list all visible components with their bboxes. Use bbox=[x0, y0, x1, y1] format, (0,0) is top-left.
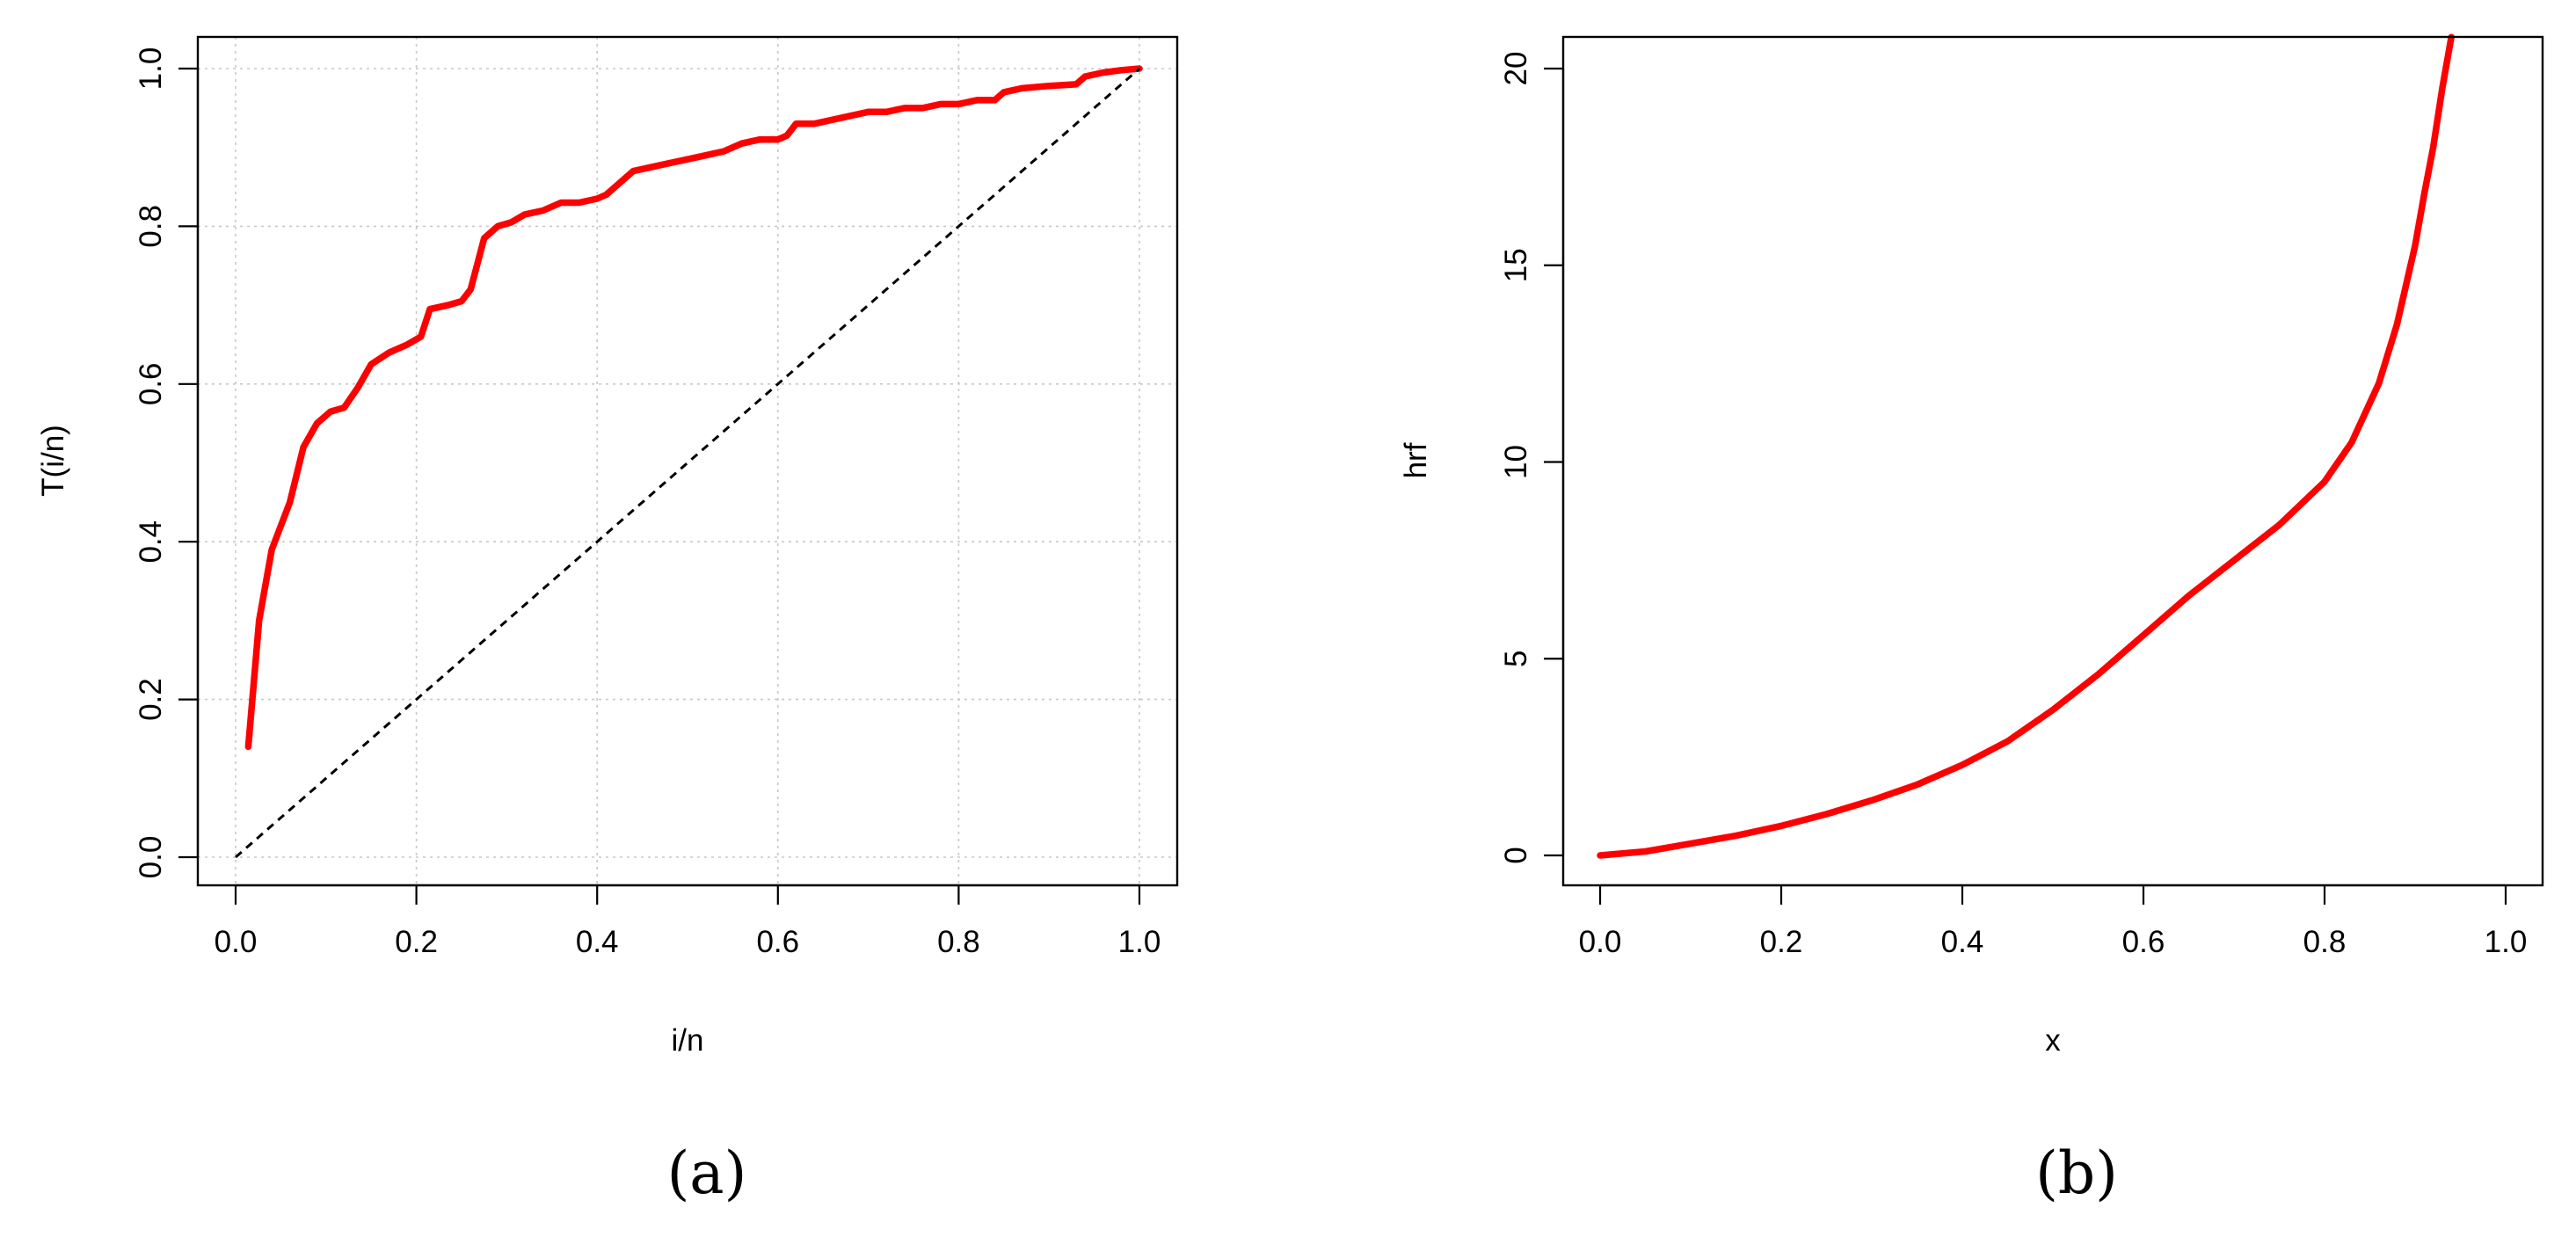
y-axis-title: T(i/n) bbox=[36, 425, 70, 497]
panel-b-plot: 0.0 0.2 0.4 0.6 0.8 1.0 0 5 10 15 20 x hrf (b) bbox=[1399, 33, 2544, 1207]
panel-label-a: (a) bbox=[667, 1139, 747, 1207]
y-tick-label: 5 bbox=[1499, 651, 1533, 667]
plot-series bbox=[1597, 33, 2455, 859]
curve-line bbox=[244, 65, 1143, 751]
y-tick-label: 0.6 bbox=[134, 362, 168, 405]
x-tick-label: 0.4 bbox=[1941, 925, 1984, 959]
y-tick-label: 0.4 bbox=[134, 520, 168, 564]
x-axis: 0.0 0.2 0.4 0.6 0.8 1.0 bbox=[215, 884, 1161, 959]
x-tick-label: 1.0 bbox=[2485, 925, 2528, 959]
y-tick-label: 1.0 bbox=[134, 47, 168, 91]
y-tick-label: 20 bbox=[1499, 52, 1533, 86]
y-tick-label: 0.8 bbox=[134, 205, 168, 248]
grid-lines bbox=[198, 37, 1177, 885]
curve-line bbox=[1597, 33, 2455, 859]
y-tick-label: 10 bbox=[1499, 445, 1533, 479]
x-tick-label: 0.6 bbox=[2122, 925, 2165, 959]
plot-frame bbox=[196, 35, 1179, 887]
x-tick-label: 0.8 bbox=[2303, 925, 2347, 959]
x-tick-label: 0.2 bbox=[395, 925, 438, 959]
x-tick-label: 0.4 bbox=[576, 925, 619, 959]
y-tick-label: 0 bbox=[1499, 847, 1533, 863]
x-axis-title: i/n bbox=[672, 1023, 704, 1058]
x-tick-label: 1.0 bbox=[1118, 925, 1161, 959]
reference-line bbox=[235, 67, 1140, 859]
plot-series bbox=[235, 65, 1143, 859]
x-tick-label: 0.0 bbox=[215, 925, 258, 959]
x-tick-label: 0.0 bbox=[1579, 925, 1622, 959]
panel-label-b: (b) bbox=[2035, 1139, 2118, 1207]
x-tick-label: 0.6 bbox=[756, 925, 799, 959]
panel-a-plot: 0.0 0.2 0.4 0.6 0.8 1.0 0.0 0.2 0.4 0.6 0.8 1.0 i/… bbox=[36, 35, 1179, 1207]
y-tick-label: 15 bbox=[1499, 248, 1533, 282]
x-axis: 0.0 0.2 0.4 0.6 0.8 1.0 bbox=[1579, 884, 2528, 959]
x-tick-label: 0.8 bbox=[937, 925, 980, 959]
y-axis-title: hrf bbox=[1399, 442, 1433, 478]
x-tick-label: 0.2 bbox=[1760, 925, 1803, 959]
y-tick-label: 0.2 bbox=[134, 678, 168, 721]
y-axis: 0 5 10 15 20 bbox=[1499, 52, 1565, 864]
plot-frame bbox=[1561, 35, 2544, 887]
y-axis: 0.0 0.2 0.4 0.6 0.8 1.0 bbox=[134, 47, 200, 879]
x-axis-title: x bbox=[2045, 1023, 2061, 1058]
y-tick-label: 0.0 bbox=[134, 836, 168, 879]
